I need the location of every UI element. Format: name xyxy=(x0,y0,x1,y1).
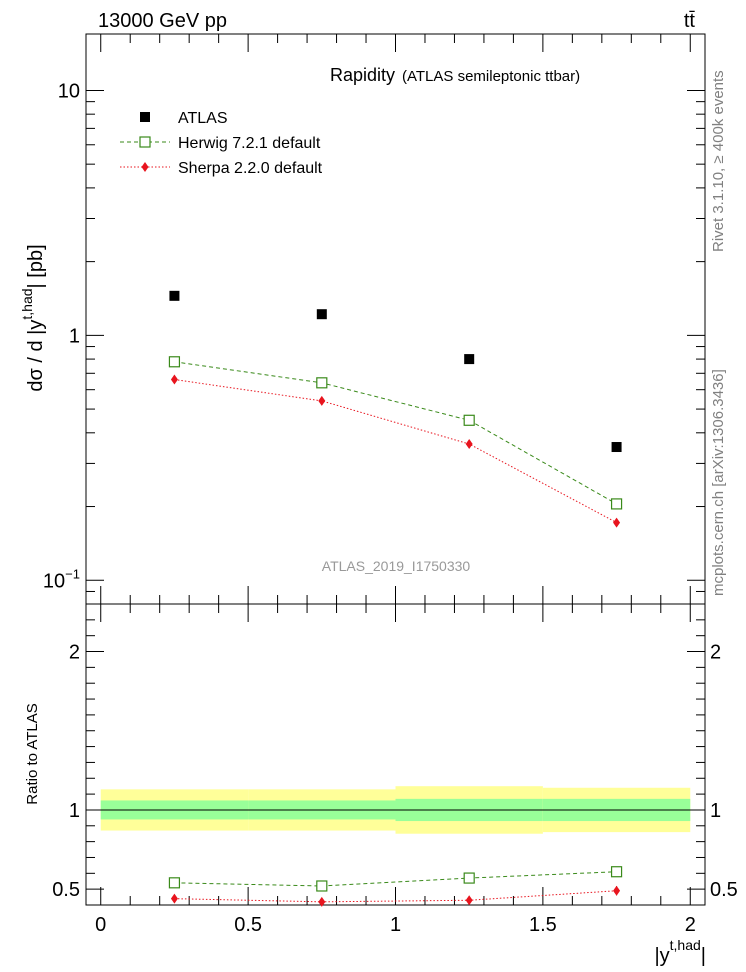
ratio-y-tick-label: 2 xyxy=(69,642,80,664)
main-series-point xyxy=(318,395,326,406)
main-series-point xyxy=(613,517,621,528)
x-axis-label-tail: | xyxy=(701,945,706,967)
analysis-watermark: ATLAS_2019_I1750330 xyxy=(322,558,471,574)
ratio-y-tick-label: 0.5 xyxy=(52,879,80,901)
x-axis-label: |yt,had| xyxy=(654,937,706,967)
ratio-series-point xyxy=(465,895,473,906)
main-series-point xyxy=(463,414,475,426)
main-series-point xyxy=(170,374,178,385)
x-axis-label-main: |y xyxy=(654,945,669,967)
ratio-bands xyxy=(100,786,691,834)
chart-title: Rapidity xyxy=(330,65,395,85)
legend-entry-label: Herwig 7.2.1 default xyxy=(178,135,321,152)
collision-label: 13000 GeV pp xyxy=(98,10,227,32)
ratio-y-axis-label: Ratio to ATLAS xyxy=(24,703,41,804)
ratio-axes: 0.5 0.5 1 1 2 2 0 0.5 1 1.5 2 xyxy=(52,603,738,936)
ratio-y-tick-label-right: 2 xyxy=(710,642,721,664)
main-series-point xyxy=(316,309,327,320)
ratio-series-point xyxy=(316,880,328,892)
x-tick-label: 1.5 xyxy=(529,914,557,936)
ratio-series-point xyxy=(613,885,621,896)
mcplots-reference-label: mcplots.cern.ch [arXiv:1306.3436] xyxy=(710,369,727,596)
main-series-line-1 xyxy=(174,361,617,505)
ratio-series xyxy=(168,866,623,907)
legend-marker xyxy=(141,162,149,172)
main-series xyxy=(168,290,623,528)
x-tick-label: 0.5 xyxy=(234,914,262,936)
ratio-panel: 0.5 0.5 1 1 2 2 0 0.5 1 1.5 2 Ratio to ATLAS |yt,h… xyxy=(24,603,738,967)
main-series-line-2 xyxy=(174,379,617,524)
legend: ATLAS Herwig 7.2.1 default Sherpa 2.2.0 de… xyxy=(120,110,323,177)
process-label: tt̄ xyxy=(684,10,696,32)
ratio-y-tick-label: 1 xyxy=(69,800,80,822)
main-y-axis-label-tail: | [pb] xyxy=(25,244,47,288)
ratio-series-line-1 xyxy=(174,890,617,903)
x-tick-label: 2 xyxy=(685,914,696,936)
main-y-tick-label: 10−1 xyxy=(43,566,80,592)
x-tick-label: 0 xyxy=(95,914,106,936)
ratio-y-tick-label-right: 0.5 xyxy=(710,879,738,901)
main-series-point xyxy=(465,439,473,450)
main-y-axis-label-main: dσ / d |y xyxy=(25,320,47,392)
legend-marker xyxy=(140,112,150,122)
rivet-version-label: Rivet 3.1.10, ≥ 400k events xyxy=(710,70,727,252)
main-series-point xyxy=(169,290,180,301)
main-series-point xyxy=(611,442,622,453)
main-y-axis-label: dσ / d |yt,had| [pb] xyxy=(19,244,47,391)
ratio-series-point xyxy=(463,872,475,884)
ratio-series-line-0 xyxy=(174,871,617,887)
ratio-series-point xyxy=(318,896,326,907)
x-tick-label: 1 xyxy=(390,914,401,936)
legend-entry-label: Sherpa 2.2.0 default xyxy=(178,160,323,177)
chart-subtitle: (ATLAS semileptonic ttbar) xyxy=(402,68,580,85)
main-series-point xyxy=(464,354,475,365)
ratio-series-point xyxy=(610,866,623,878)
main-series-point xyxy=(168,356,181,368)
main-y-tick-label-sup: −1 xyxy=(65,566,80,581)
ratio-y-tick-label-right: 1 xyxy=(710,800,721,822)
main-y-tick-label: 1 xyxy=(69,325,80,347)
ratio-frame xyxy=(85,603,706,906)
main-y-tick-label-base: 10 xyxy=(43,570,65,592)
x-axis-label-sup: t,had xyxy=(670,937,701,953)
ratio-series-point xyxy=(170,893,178,904)
main-y-axis-label-sup: t,had xyxy=(19,288,35,319)
main-series-point xyxy=(316,377,328,389)
legend-entry-label: ATLAS xyxy=(178,110,228,127)
legend-marker xyxy=(139,136,151,148)
main-y-tick-label: 10 xyxy=(58,80,80,102)
ratio-series-point xyxy=(168,877,181,889)
main-series-point xyxy=(610,498,623,510)
